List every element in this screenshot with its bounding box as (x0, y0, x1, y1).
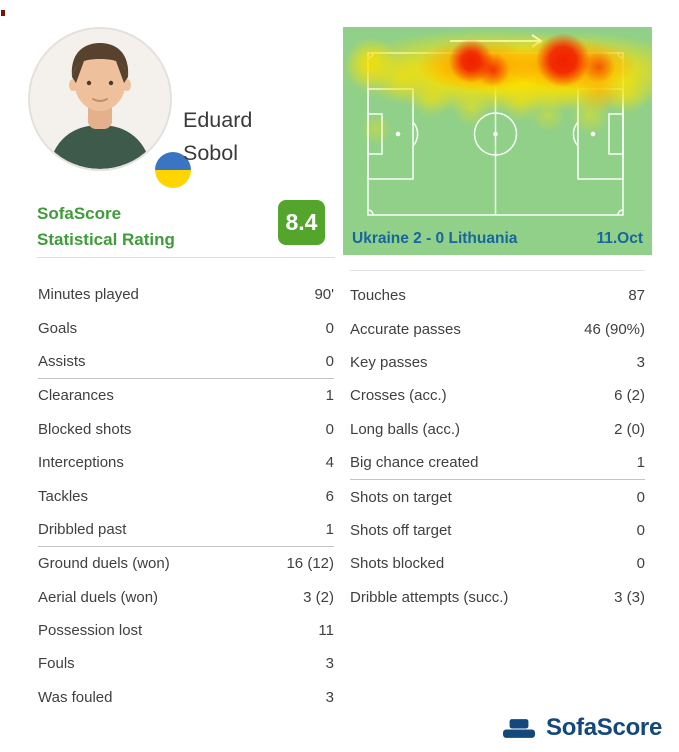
stat-row-aerial-duels: Aerial duels (won) 3 (2) (38, 581, 334, 614)
stat-row-was-fouled: Was fouled 3 (38, 681, 334, 714)
stat-value: 16 (12) (286, 555, 334, 573)
stat-value: 3 (3) (614, 588, 645, 606)
player-name: Eduard Sobol (183, 104, 252, 170)
stat-value: 87 (628, 287, 645, 305)
rating-label-line1: SofaScore (37, 204, 122, 223)
stat-label: Tackles (38, 487, 89, 505)
stat-value: 1 (325, 520, 334, 538)
stat-label: Minutes played (38, 286, 139, 304)
stat-value: 3 (636, 353, 645, 371)
stat-label: Blocked shots (38, 420, 132, 438)
stat-row-big-chance-created: Big chance created 1 (350, 446, 645, 479)
stats-table-right: Touches 87 Accurate passes 46 (90%) Key pa… (350, 270, 645, 614)
stat-value: 1 (636, 454, 645, 472)
stat-label: Touches (350, 287, 406, 305)
stat-row-dribbled-past: Dribbled past 1 (38, 513, 334, 546)
sofa-icon (503, 718, 535, 738)
stat-label: Shots on target (350, 488, 452, 506)
group-divider (38, 378, 334, 380)
player-first-name: Eduard (183, 108, 253, 132)
stat-value: 90' (314, 286, 334, 304)
stat-row-long-balls: Long balls (acc.) 2 (0) (350, 413, 645, 446)
stat-label: Shots blocked (350, 555, 445, 573)
stat-row-shots-on-target: Shots on target 0 (350, 480, 645, 513)
stat-value: 3 (325, 655, 334, 673)
stat-label: Clearances (38, 387, 114, 405)
stat-row-assists: Assists 0 (38, 345, 334, 378)
player-last-name: Sobol (183, 141, 238, 165)
stat-row-accurate-passes: Accurate passes 46 (90%) (350, 312, 645, 345)
stat-value: 11 (318, 622, 334, 640)
corner-artifact (1, 10, 5, 16)
stat-label: Aerial duels (won) (38, 588, 159, 606)
stat-label: Was fouled (38, 688, 113, 706)
stat-value: 3 (325, 688, 334, 706)
stat-value: 4 (325, 454, 334, 472)
stat-value: 0 (636, 555, 645, 573)
avatar (28, 27, 172, 171)
stat-label: Dribble attempts (succ.) (350, 588, 509, 606)
stat-row-fouls: Fouls 3 (38, 647, 334, 680)
stat-row-clearances: Clearances 1 (38, 379, 334, 412)
stat-value: 0 (636, 521, 645, 539)
stat-row-dribble-attempts: Dribble attempts (succ.) 3 (3) (350, 581, 645, 614)
stats-table-left: Minutes played 90' Goals 0 Assists 0 Cleara… (38, 278, 334, 714)
heat-blobs (343, 27, 652, 255)
stat-label: Shots off target (350, 521, 452, 539)
stat-label: Ground duels (won) (38, 555, 170, 573)
rating-badge: 8.4 (278, 200, 325, 245)
brand-name: SofaScore (546, 714, 663, 741)
rating-divider (37, 257, 335, 258)
sofascore-brand: SofaScore (503, 714, 662, 742)
stat-row-goals: Goals 0 (38, 311, 334, 344)
rating-label-line2: Statistical Rating (37, 230, 175, 249)
stat-value: 0 (325, 352, 334, 370)
stat-row-shots-blocked: Shots blocked 0 (350, 547, 645, 580)
stat-value: 46 (90%) (584, 320, 645, 338)
match-score: Ukraine 2 - 0 Lithuania (352, 230, 518, 247)
stat-label: Dribbled past (38, 520, 127, 538)
stat-row-key-passes: Key passes 3 (350, 346, 645, 379)
stat-label: Possession lost (38, 622, 143, 640)
stat-row-minutes-played: Minutes played 90' (38, 278, 334, 311)
group-divider (350, 479, 645, 481)
group-divider (38, 546, 334, 548)
stat-row-blocked-shots: Blocked shots 0 (38, 413, 334, 446)
stat-value: 3 (2) (303, 588, 334, 606)
ukraine-flag-colors (155, 152, 191, 188)
stat-value: 6 (2) (614, 387, 645, 405)
player-portrait-illustration (30, 29, 170, 169)
match-date: 11.Oct (596, 230, 643, 247)
stat-row-ground-duels: Ground duels (won) 16 (12) (38, 547, 334, 580)
stat-row-tackles: Tackles 6 (38, 479, 334, 512)
stat-value: 0 (636, 488, 645, 506)
stat-value: 0 (325, 319, 334, 337)
stat-label: Key passes (350, 353, 428, 371)
stat-label: Assists (38, 352, 86, 370)
stat-row-touches: Touches 87 (350, 279, 645, 312)
player-photo (28, 27, 194, 191)
stat-label: Long balls (acc.) (350, 420, 461, 438)
ukraine-flag-icon (152, 149, 194, 191)
stat-label: Fouls (38, 655, 75, 673)
stat-row-possession-lost: Possession lost 11 (38, 614, 334, 647)
stat-value: 1 (325, 387, 334, 405)
stat-label: Big chance created (350, 454, 479, 472)
heatmap-footer: Ukraine 2 - 0 Lithuania 11.Oct (352, 230, 643, 248)
stat-row-crosses: Crosses (acc.) 6 (2) (350, 379, 645, 412)
stat-value: 2 (0) (614, 420, 645, 438)
stat-label: Crosses (acc.) (350, 387, 447, 405)
stat-label: Goals (38, 319, 78, 337)
stat-label: Accurate passes (350, 320, 461, 338)
stat-value: 0 (325, 420, 334, 438)
stat-label: Interceptions (38, 454, 124, 472)
rating-label: SofaScore Statistical Rating (37, 201, 175, 253)
player-heatmap: Ukraine 2 - 0 Lithuania 11.Oct (343, 27, 652, 255)
stat-row-interceptions: Interceptions 4 (38, 446, 334, 479)
stat-row-shots-off-target: Shots off target 0 (350, 514, 645, 547)
stat-value: 6 (325, 487, 334, 505)
